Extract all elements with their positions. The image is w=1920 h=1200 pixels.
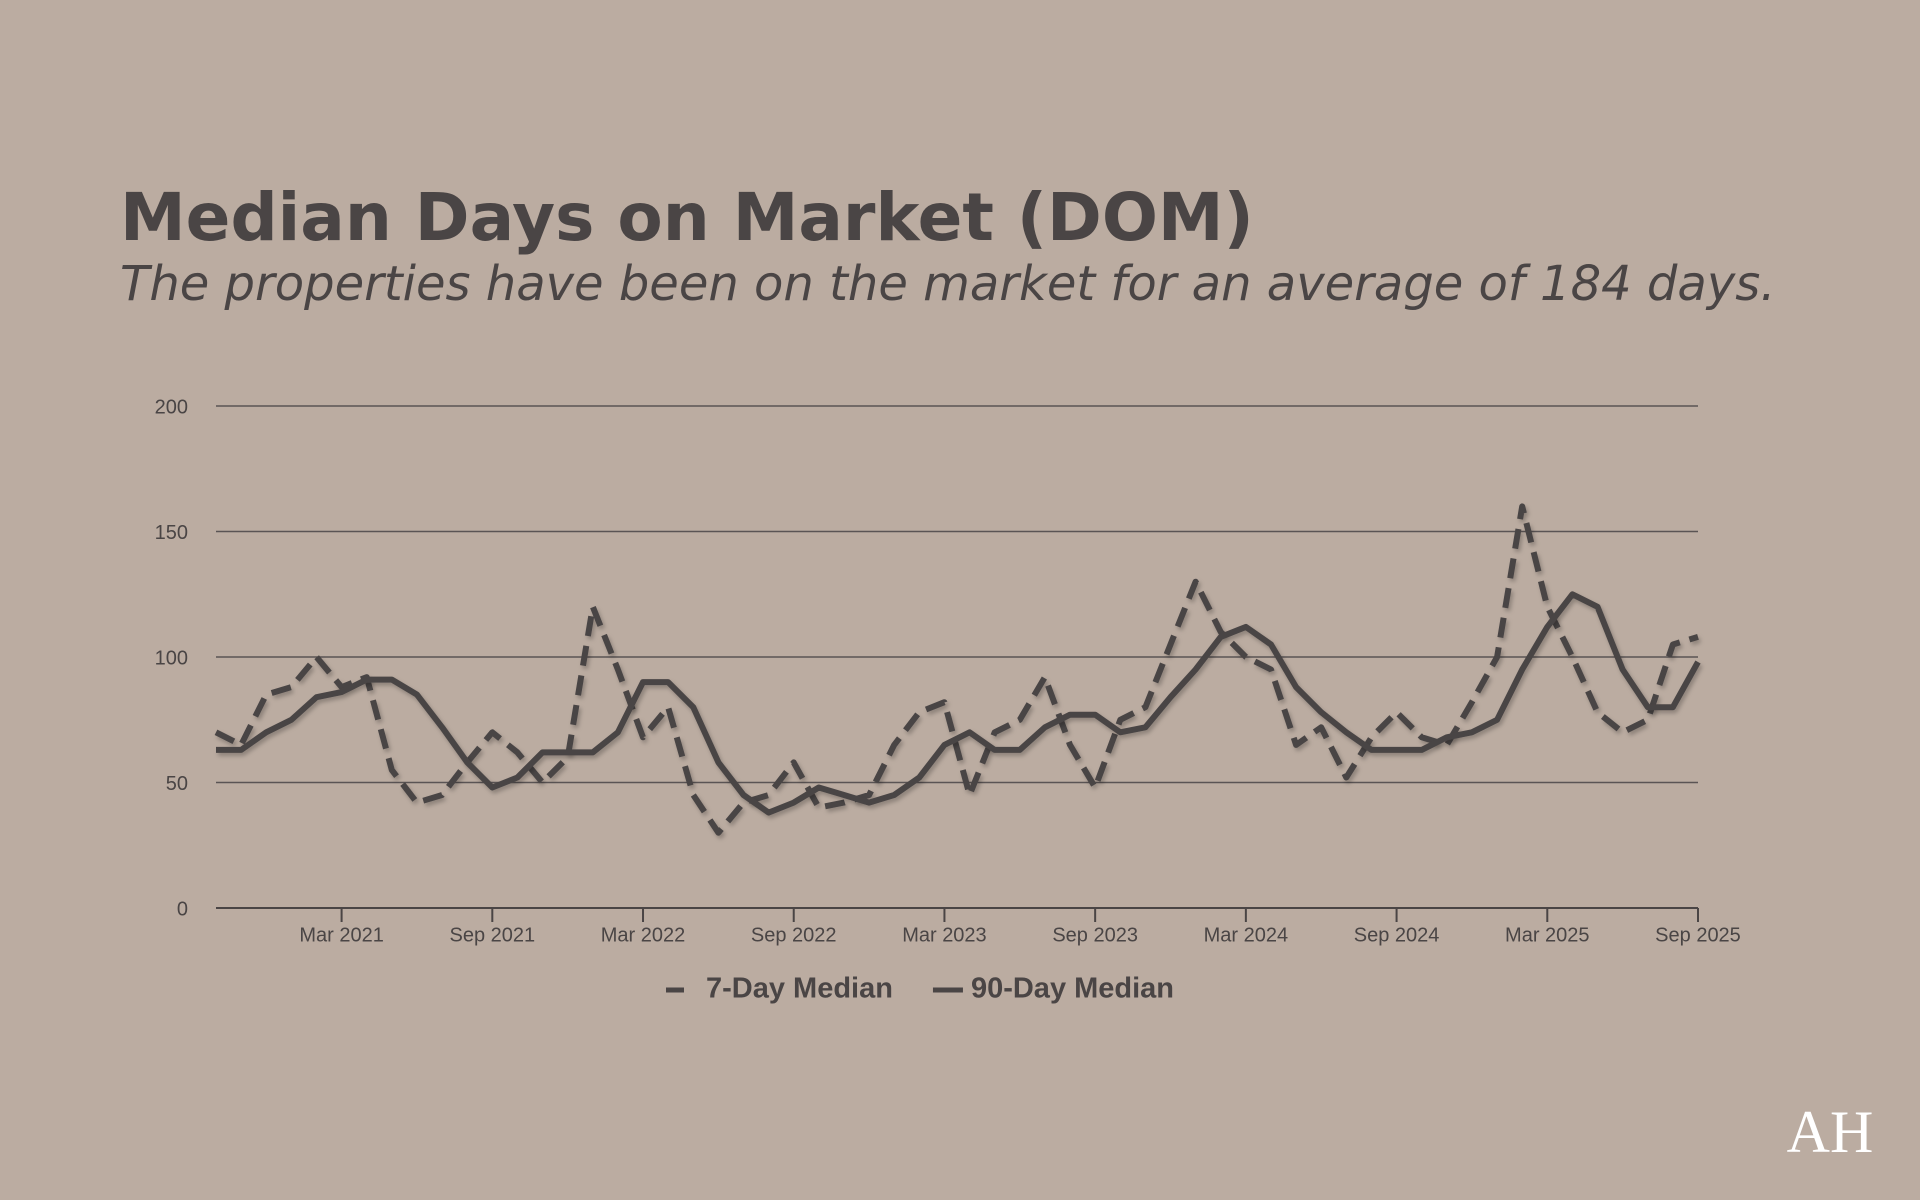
legend-label: 90-Day Median [971, 973, 1174, 1005]
chart-title: Median Days on Market (DOM) [120, 179, 1254, 256]
x-tick-label: Sep 2023 [1052, 924, 1138, 946]
legend-label: 7-Day Median [706, 973, 893, 1005]
x-tick-label: Mar 2025 [1505, 924, 1590, 946]
series-line [214, 503, 1699, 836]
x-tick-label: Mar 2021 [299, 924, 384, 946]
y-tick-label: 150 [155, 522, 188, 544]
x-tick-label: Mar 2024 [1204, 924, 1289, 946]
logo: AH [1787, 1099, 1874, 1165]
x-tick-label: Sep 2021 [449, 924, 535, 946]
chart-subtitle: The properties have been on the market f… [120, 256, 1775, 312]
x-tick-label: Sep 2022 [751, 924, 837, 946]
y-tick-label: 200 [155, 396, 188, 418]
x-tick-label: Mar 2022 [601, 924, 686, 946]
y-tick-label: 0 [177, 898, 188, 920]
x-tick-label: Sep 2024 [1354, 924, 1440, 946]
y-tick-label: 50 [166, 773, 188, 795]
y-tick-label: 100 [155, 647, 188, 669]
x-tick-label: Mar 2023 [902, 924, 987, 946]
series-line [216, 591, 1701, 816]
x-tick-label: Sep 2025 [1655, 924, 1741, 946]
